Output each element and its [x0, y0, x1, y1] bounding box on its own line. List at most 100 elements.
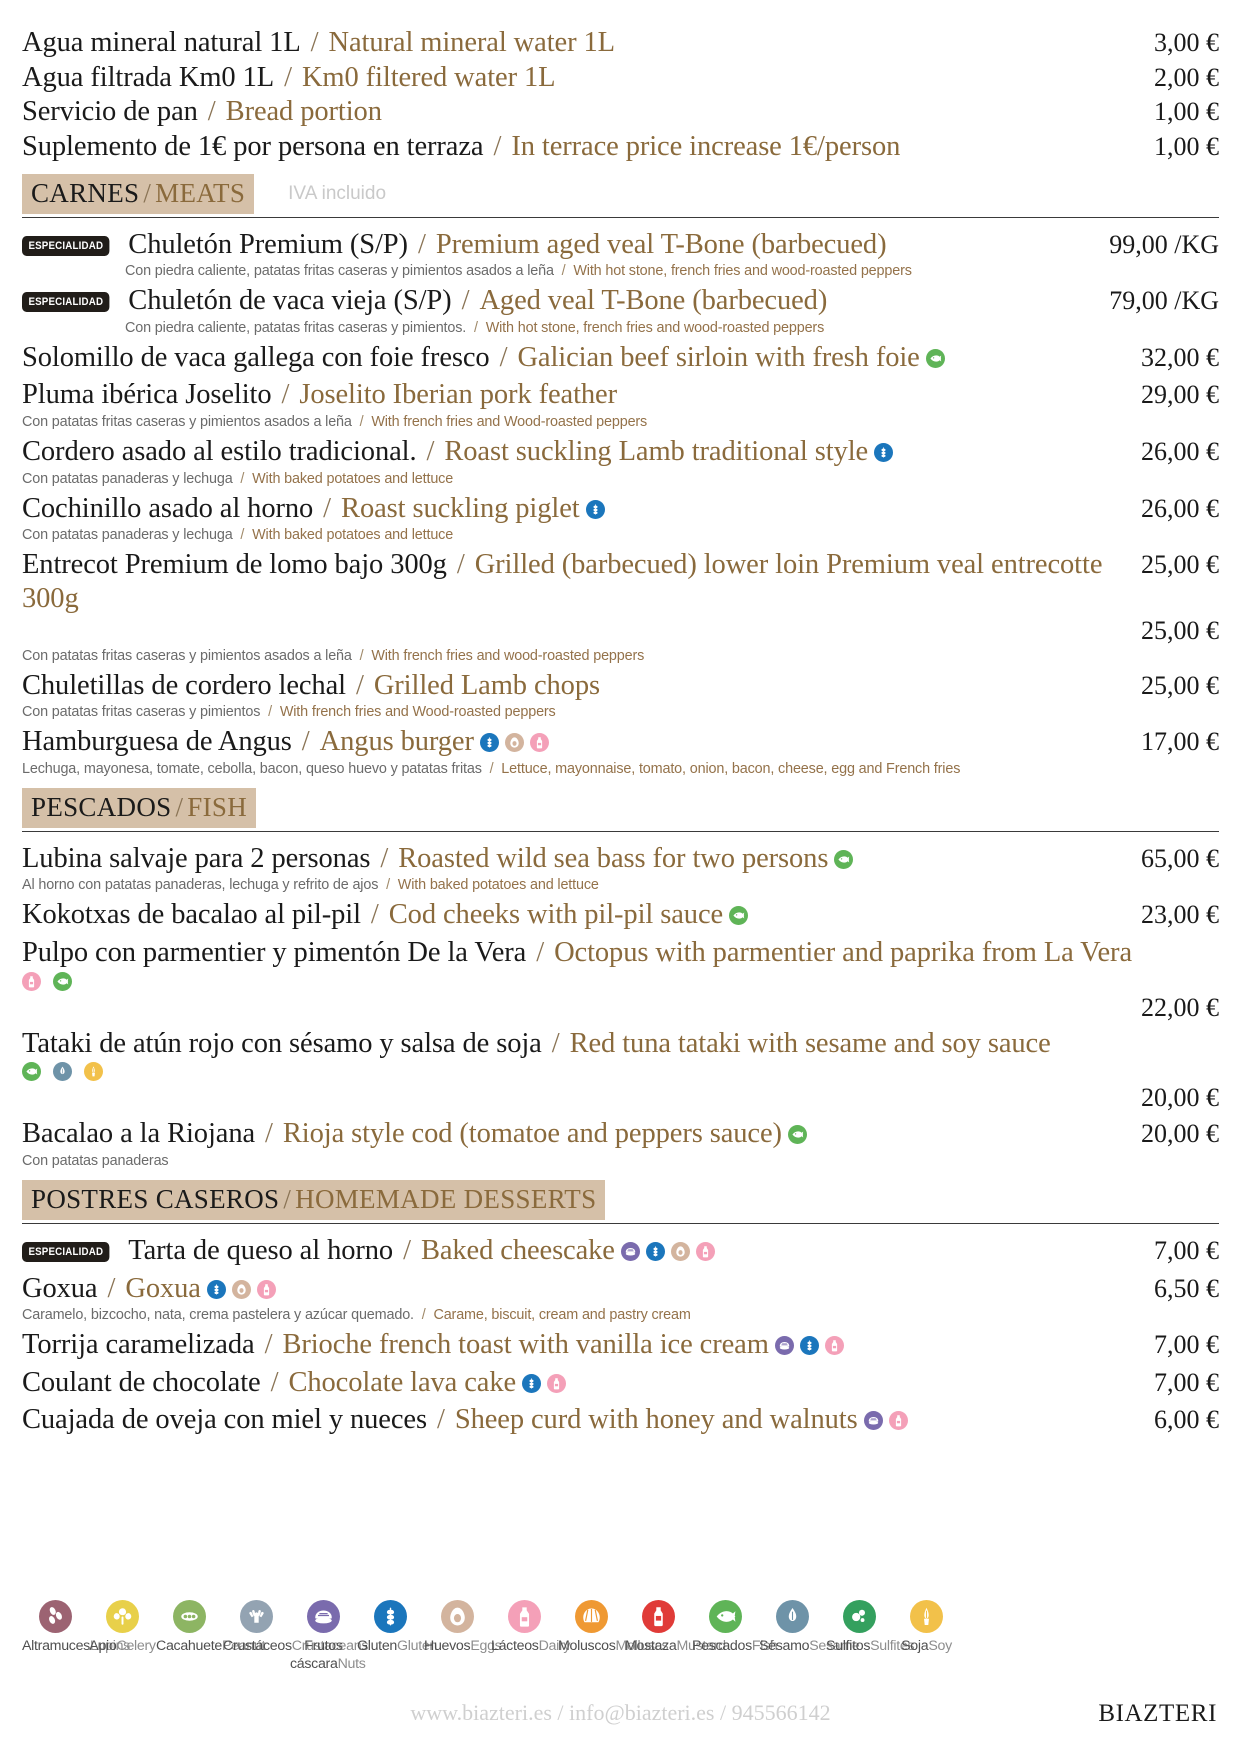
section-sep: / — [283, 1183, 292, 1214]
item-price: 32,00 € — [1141, 342, 1219, 372]
legend-label-en: Fish — [751, 1638, 778, 1654]
menu-item-titleline: Bacalao a la Riojana / Rioja style cod (… — [22, 1117, 1219, 1151]
menu-item: Coulant de chocolate / Chocolate lava ca… — [22, 1366, 1219, 1400]
menu-item: Tataki de atún rojo con sésamo y salsa d… — [22, 1027, 1219, 1114]
menu-item-description: Con patatas panaderas — [22, 1152, 1219, 1170]
item-name-sep: / — [257, 1329, 280, 1361]
item-name-es: Cochinillo asado al horno — [22, 492, 314, 524]
item-name-es: Hamburguesa de Angus — [22, 726, 292, 758]
section-desserts-band: POSTRES CASEROS / HOMEMADE DESSERTS — [22, 1179, 606, 1220]
item-name-es: Tarta de queso al horno — [128, 1234, 394, 1266]
item-desc-sep: / — [355, 414, 368, 431]
menu-item: Chuletillas de cordero lechal / Grilled … — [22, 669, 1219, 722]
legend-item-nuts: Frutos cáscaraNuts — [290, 1600, 366, 1673]
menu-item-name: Torrija caramelizada / Brioche french to… — [22, 1328, 1140, 1362]
menu-item-body: Chuletón Premium (S/P) / Premium aged ve… — [128, 228, 1219, 262]
section-fish: PESCADOS / FISH — [22, 787, 1219, 832]
item-price: 22,00 € — [1141, 992, 1219, 1022]
especialidad-badge: ESPECIALIDAD — [22, 235, 110, 256]
legend-label-es: Crustáceos — [223, 1638, 292, 1654]
item-desc-es: Con patatas panaderas — [22, 1152, 169, 1169]
menu-item-name: Cordero asado al estilo tradicional. / R… — [22, 435, 1127, 469]
item-name-en: Km0 filtered water 1L — [301, 61, 556, 93]
item-name-sep: / — [544, 1027, 567, 1059]
meats-items: ESPECIALIDAD Chuletón Premium (S/P) / Pre… — [22, 228, 1219, 778]
item-name-en: Aged veal T-Bone (barbecued) — [479, 285, 828, 317]
crustaceans-icon — [240, 1600, 273, 1633]
menu-item-description: Al horno con patatas panaderas, lechuga … — [22, 876, 1219, 894]
especialidad-badge: ESPECIALIDAD — [22, 1241, 110, 1262]
fish-allergen-icon — [834, 849, 854, 869]
menu-item-name: Goxua / Goxua — [22, 1272, 1140, 1306]
menu-item-body: Tarta de queso al horno / Baked cheescak… — [128, 1234, 1219, 1268]
menu-item-titleline: Entrecot Premium de lomo bajo 300g / Gri… — [22, 548, 1219, 615]
menu-item-titleline: Tataki de atún rojo con sésamo y salsa d… — [22, 1027, 1219, 1061]
menu-item-name: Agua filtrada Km0 1L / Km0 filtered wate… — [22, 61, 1140, 95]
item-name-sep: / — [316, 492, 339, 524]
menu-item-titleline: Hamburguesa de Angus / Angus burger 17,00… — [22, 725, 1219, 759]
menu-item-row: Suplemento de 1€ por persona en terraza … — [22, 130, 1219, 164]
item-name-es: Torrija caramelizada — [22, 1329, 255, 1361]
sesame-allergen-icon — [53, 1062, 72, 1082]
item-desc-es: Al horno con patatas panaderas, lechuga … — [22, 877, 379, 894]
menu-item-titleline: Pulpo con parmentier y pimentón De la Ve… — [22, 936, 1219, 970]
item-name-sep: / — [200, 96, 223, 128]
item-desc-es: Con patatas fritas caseras y pimientos a… — [22, 647, 352, 664]
item-name-en: Premium aged veal T-Bone (barbecued) — [435, 228, 887, 260]
menu-item: Cochinillo asado al horno / Roast suckli… — [22, 492, 1219, 545]
menu-item-titleline: Cuajada de oveja con miel y nueces / She… — [22, 1403, 1219, 1437]
item-name-en: Red tuna tataki with sesame and soy sauc… — [569, 1027, 1051, 1059]
item-name-sep: / — [363, 899, 386, 931]
item-name-en: Angus burger — [319, 726, 474, 758]
item-price: 79,00 /KG — [1109, 286, 1219, 316]
top-items-list: Agua mineral natural 1L / Natural minera… — [22, 26, 1219, 164]
menu-item-name: Servicio de pan / Bread portion — [22, 95, 1140, 129]
menu-item: Pluma ibérica Joselito / Joselito Iberia… — [22, 378, 1219, 431]
menu-item-titleline: Tarta de queso al horno / Baked cheescak… — [128, 1234, 1219, 1268]
section-desserts: POSTRES CASEROS / HOMEMADE DESSERTS — [22, 1179, 1219, 1224]
item-price: 23,00 € — [1141, 900, 1219, 930]
section-meats: CARNES / MEATS IVA incluido — [22, 173, 1219, 218]
dairy-allergen-icon — [256, 1279, 276, 1299]
gluten-allergen-icon — [585, 499, 605, 519]
item-desc-en: With french fries and wood-roasted peppe… — [371, 647, 645, 664]
gluten-allergen-icon — [874, 443, 894, 463]
menu-item: Hamburguesa de Angus / Angus burger 17,00… — [22, 725, 1219, 778]
eggs-allergen-icon — [670, 1241, 690, 1261]
item-price: 1,00 € — [1154, 131, 1219, 161]
menu-item-titleline: Pluma ibérica Joselito / Joselito Iberia… — [22, 378, 1219, 412]
menu-item-name: Agua mineral natural 1L / Natural minera… — [22, 26, 1140, 60]
section-desserts-label-en: HOMEMADE DESSERTS — [295, 1183, 597, 1214]
menu-item-titleline: Cordero asado al estilo tradicional. / R… — [22, 435, 1219, 469]
nuts-icon — [307, 1600, 340, 1633]
item-name-sep: / — [258, 1118, 280, 1150]
dairy-allergen-icon — [529, 733, 549, 753]
menu-item-name: Cuajada de oveja con miel y nueces / She… — [22, 1403, 1140, 1437]
item-name-es: Servicio de pan — [22, 96, 198, 128]
item-desc-sep: / — [470, 319, 482, 336]
nuts-allergen-icon — [863, 1411, 883, 1431]
item-name-sep: / — [396, 1234, 418, 1266]
menu-item-description: Con patatas panaderas y lechuga / With b… — [22, 526, 1219, 544]
legend-item-lupins: AltramucesLupins — [22, 1600, 130, 1673]
item-name-sep: / — [277, 61, 299, 93]
legend-label-en: Mustard — [676, 1638, 726, 1654]
menu-item-description: Con patatas panaderas y lechuga / With b… — [22, 470, 1219, 488]
item-name-sep: / — [274, 379, 297, 411]
lupins-icon — [39, 1600, 72, 1633]
allergen-icon-row — [22, 971, 1219, 993]
section-rule — [22, 1222, 1219, 1224]
item-name-es: Kokotxas de bacalao al pil-pil — [22, 899, 361, 931]
item-name-en: Joselito Iberian pork feather — [299, 379, 617, 411]
menu-item-titleline: Kokotxas de bacalao al pil-pil / Cod che… — [22, 898, 1219, 932]
fish-allergen-icon — [787, 1125, 807, 1145]
soy-allergen-icon — [84, 1062, 103, 1082]
section-meats-label-es: CARNES — [31, 177, 140, 208]
item-name-es: Chuletillas de cordero lechal — [22, 669, 346, 701]
menu-item: ESPECIALIDAD Tarta de queso al horno / Ba… — [22, 1234, 1219, 1268]
item-price: 99,00 /KG — [1109, 229, 1219, 259]
menu-item-description: Con patatas fritas caseras y pimientos a… — [22, 647, 1219, 665]
menu-item: Cordero asado al estilo tradicional. / R… — [22, 435, 1219, 488]
item-name-es: Cuajada de oveja con miel y nueces — [22, 1404, 427, 1436]
section-sep: / — [143, 177, 152, 208]
